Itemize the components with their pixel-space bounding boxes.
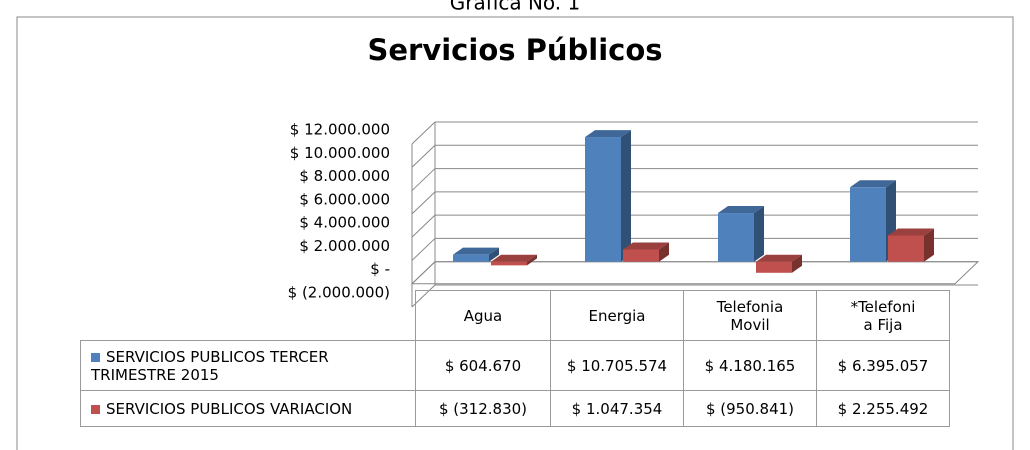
- blank-cell: [81, 291, 416, 341]
- category-cell: Telefonia Movil: [683, 290, 817, 341]
- bar-front: [756, 261, 792, 273]
- header-row: Agua Energia Telefonia Movil *Telefoni a Fi…: [81, 290, 950, 341]
- value-cell: $ 10.705.574: [550, 340, 684, 391]
- legend-label: SERVICIOS PUBLICOS VARIACION: [106, 399, 353, 418]
- bar-top: [756, 254, 802, 262]
- chart-title: Servicios Públicos: [367, 33, 662, 67]
- legend-label: SERVICIOS PUBLICOS TERCER TRIMESTRE 2015: [91, 347, 329, 384]
- legend-swatch: [91, 404, 100, 414]
- chart-frame: [16, 16, 1014, 450]
- bar-front: [623, 249, 659, 262]
- bar: [718, 206, 764, 262]
- value-cell: $ 6.395.057: [816, 340, 950, 391]
- legend-swatch: [91, 352, 100, 362]
- bar: [888, 228, 934, 262]
- value-cell: $ 604.670: [415, 340, 551, 391]
- bar-top: [718, 206, 764, 214]
- floor: [410, 261, 980, 285]
- grid-line: [411, 168, 436, 191]
- bar: [756, 254, 802, 273]
- y-tick-label: $ -: [370, 260, 390, 278]
- y-tick-label: $ 2.000.000: [299, 237, 390, 255]
- y-tick-label: $ 6.000.000: [299, 190, 390, 208]
- bar-top: [453, 247, 499, 255]
- category-label: Telefonia Movil: [716, 297, 784, 334]
- bar-side: [754, 206, 764, 262]
- value-cell: $ 1.047.354: [550, 390, 684, 427]
- bar-side: [527, 254, 537, 266]
- grid-line: [411, 214, 436, 238]
- bar-front: [453, 254, 489, 262]
- value-cell: $ 2.255.492: [816, 390, 950, 427]
- data-table: Agua Energia Telefonia Movil *Telefoni a Fi…: [80, 290, 950, 427]
- bar-side: [621, 130, 631, 262]
- grid-line: [411, 144, 436, 168]
- y-tick-label: $ 8.000.000: [299, 167, 390, 185]
- bar-top: [888, 228, 934, 236]
- y-tick-label: $ 4.000.000: [299, 214, 390, 232]
- category-label: Energia: [588, 306, 646, 325]
- bar: [623, 242, 669, 262]
- legend-cell: SERVICIOS PUBLICOS TERCER TRIMESTRE 2015: [80, 340, 416, 391]
- grid-line: [411, 191, 436, 215]
- category-cell: Energia: [550, 290, 684, 341]
- bar-front: [850, 187, 886, 262]
- bar-front: [718, 213, 754, 262]
- bar: [491, 254, 537, 266]
- bar-side: [792, 254, 802, 273]
- bar-top: [491, 254, 537, 262]
- category-cell: Agua: [415, 290, 551, 341]
- value-cell: $ 4.180.165: [683, 340, 817, 391]
- series-row: SERVICIOS PUBLICOS TERCER TRIMESTRE 2015…: [80, 340, 950, 391]
- y-tick-label: $ 10.000.000: [290, 144, 390, 162]
- bar-side: [924, 228, 934, 262]
- bar-top: [850, 180, 896, 188]
- bar-front: [585, 137, 621, 262]
- bar-front: [888, 235, 924, 262]
- category-cell: *Telefoni a Fija: [816, 290, 950, 341]
- y-tick-label: $ (2.000.000): [288, 284, 390, 302]
- category-label: Agua: [463, 306, 503, 325]
- bar-side: [489, 247, 499, 262]
- series-row: SERVICIOS PUBLICOS VARIACION $ (312.830) $…: [80, 390, 950, 427]
- bar: [585, 130, 631, 262]
- bar-top: [585, 130, 631, 138]
- caption: Gráfica No. 1: [450, 0, 580, 15]
- bar-front: [491, 261, 527, 266]
- bar: [453, 247, 499, 262]
- bar-top: [623, 242, 669, 250]
- value-cell: $ (950.841): [683, 390, 817, 427]
- bar-side: [659, 242, 669, 262]
- bar: [850, 180, 896, 262]
- category-label: *Telefoni a Fija: [850, 297, 916, 334]
- grid-line: [411, 121, 436, 145]
- y-tick-label: $ 12.000.000: [290, 121, 390, 139]
- grid-line: [411, 238, 436, 261]
- value-cell: $ (312.830): [415, 390, 551, 427]
- legend-cell: SERVICIOS PUBLICOS VARIACION: [80, 390, 416, 427]
